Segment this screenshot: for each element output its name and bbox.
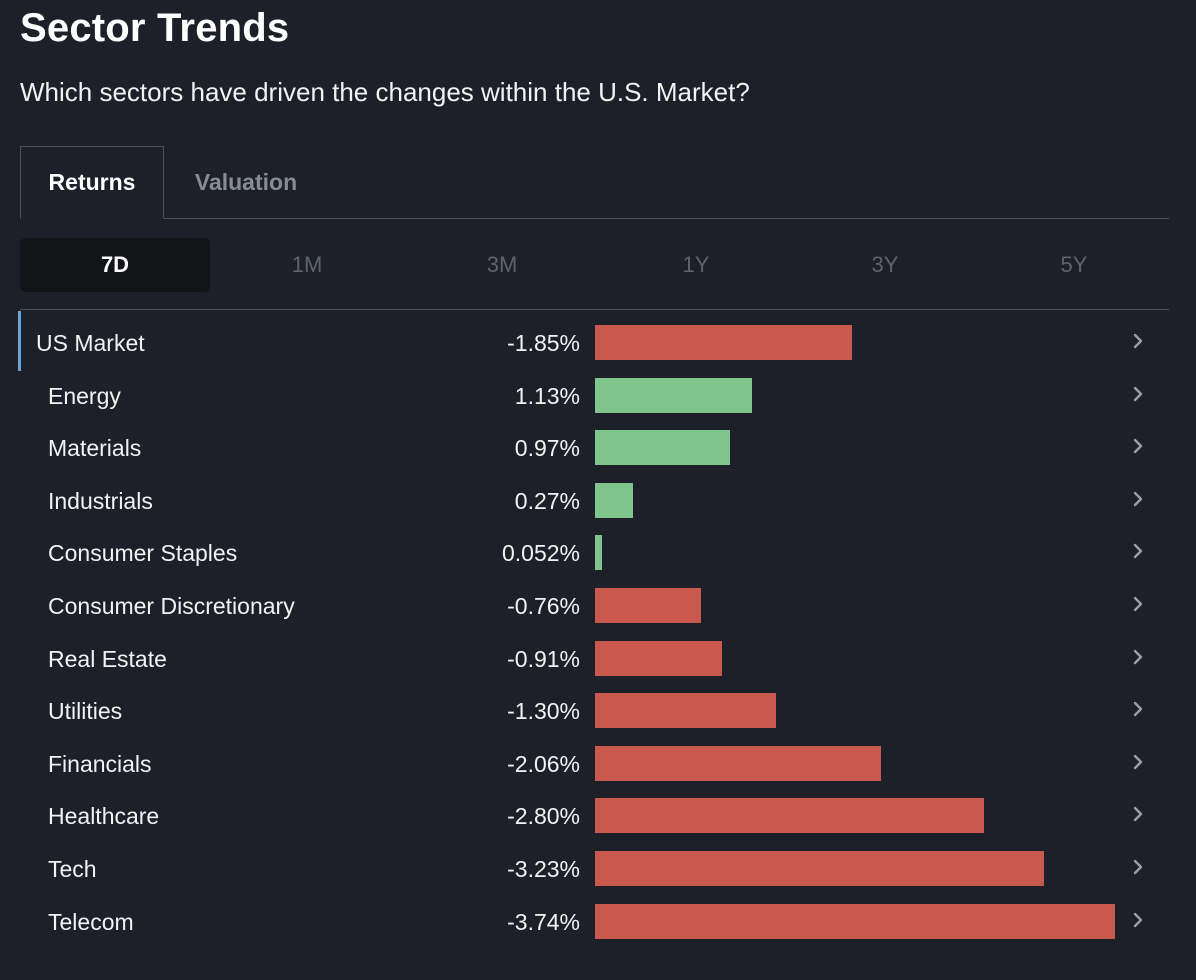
sector-return-value: 0.97% — [514, 435, 580, 461]
page-subtitle: Which sectors have driven the changes wi… — [20, 77, 750, 107]
sector-return-bar — [595, 746, 882, 781]
sector-label: Energy — [48, 383, 121, 409]
sector-return-value: 0.27% — [514, 488, 580, 514]
page-title: Sector Trends — [20, 6, 290, 50]
sector-label: Industrials — [48, 488, 153, 514]
chevron-right-icon[interactable] — [1128, 910, 1148, 930]
sector-label: US Market — [36, 330, 145, 356]
sector-return-bar — [595, 588, 701, 623]
sector-return-value: -3.23% — [507, 856, 580, 882]
sector-return-bar — [595, 535, 603, 570]
sector-row-industrials[interactable]: Industrials 0.27% — [20, 475, 1169, 527]
view-tabs: Returns Valuation — [20, 146, 1169, 219]
sector-return-value: -2.06% — [507, 751, 580, 777]
sector-row-consumer-staples[interactable]: Consumer Staples 0.052% — [20, 527, 1169, 579]
sector-return-bar — [595, 325, 853, 360]
selected-row-marker — [18, 311, 21, 371]
sector-return-value: -0.91% — [507, 646, 580, 672]
chevron-right-icon[interactable] — [1128, 804, 1148, 824]
sector-return-value: -2.80% — [507, 803, 580, 829]
sector-row-energy[interactable]: Energy 1.13% — [20, 370, 1169, 422]
sector-label: Telecom — [48, 909, 134, 935]
sector-return-value: -1.85% — [507, 330, 580, 356]
sector-return-bar — [595, 904, 1115, 939]
period-3m-button[interactable]: 3M — [486, 252, 518, 277]
sector-label: Utilities — [48, 698, 123, 724]
sector-label: Consumer Discretionary — [48, 593, 295, 619]
chevron-right-icon[interactable] — [1128, 699, 1148, 719]
sector-return-bar — [595, 641, 722, 676]
chevron-right-icon[interactable] — [1128, 857, 1148, 877]
sector-label: Materials — [48, 435, 142, 461]
chevron-right-icon[interactable] — [1128, 752, 1148, 772]
sector-row-real-estate[interactable]: Real Estate -0.91% — [20, 633, 1169, 685]
period-1m-button[interactable]: 1M — [291, 252, 323, 277]
sector-row-us-market[interactable]: US Market -1.85% — [20, 317, 1169, 369]
sector-label: Real Estate — [48, 646, 167, 672]
chevron-right-icon[interactable] — [1128, 594, 1148, 614]
sector-row-materials[interactable]: Materials 0.97% — [20, 422, 1169, 474]
chevron-right-icon[interactable] — [1128, 647, 1148, 667]
sector-return-value: 0.052% — [501, 540, 580, 566]
sector-row-healthcare[interactable]: Healthcare -2.80% — [20, 790, 1169, 842]
sector-row-telecom[interactable]: Telecom -3.74% — [20, 896, 1169, 948]
chevron-right-icon[interactable] — [1128, 384, 1148, 404]
sector-return-value: 1.13% — [514, 383, 580, 409]
chevron-right-icon[interactable] — [1128, 541, 1148, 561]
sector-return-bar — [595, 378, 753, 413]
sector-row-consumer-discretionary[interactable]: Consumer Discretionary -0.76% — [20, 580, 1169, 632]
sector-return-bar — [595, 693, 776, 728]
sector-row-utilities[interactable]: Utilities -1.30% — [20, 685, 1169, 737]
chevron-right-icon[interactable] — [1128, 331, 1148, 351]
period-7d-button[interactable]: 7D — [20, 238, 210, 292]
sector-label: Healthcare — [48, 803, 160, 829]
tab-valuation[interactable]: Valuation — [194, 168, 298, 195]
sector-return-bar — [595, 798, 985, 833]
list-divider — [20, 309, 1169, 310]
sector-label: Consumer Staples — [48, 540, 238, 566]
sector-row-financials[interactable]: Financials -2.06% — [20, 738, 1169, 790]
period-5y-button[interactable]: 5Y — [1060, 252, 1088, 277]
chevron-right-icon[interactable] — [1128, 436, 1148, 456]
sector-return-value: -3.74% — [507, 909, 580, 935]
sector-label: Tech — [48, 856, 97, 882]
tab-returns[interactable]: Returns — [20, 146, 164, 219]
sector-return-bar — [595, 851, 1045, 886]
period-1y-button[interactable]: 1Y — [682, 252, 710, 277]
sector-return-bar — [595, 483, 633, 518]
chevron-right-icon[interactable] — [1128, 489, 1148, 509]
sector-return-value: -0.76% — [507, 593, 580, 619]
sector-row-tech[interactable]: Tech -3.23% — [20, 843, 1169, 895]
period-selector: 7D 1M 3M 1Y 3Y 5Y — [20, 238, 1169, 292]
sector-return-value: -1.30% — [507, 698, 580, 724]
sector-return-bar — [595, 430, 730, 465]
period-3y-button[interactable]: 3Y — [871, 252, 899, 277]
sector-label: Financials — [48, 751, 152, 777]
